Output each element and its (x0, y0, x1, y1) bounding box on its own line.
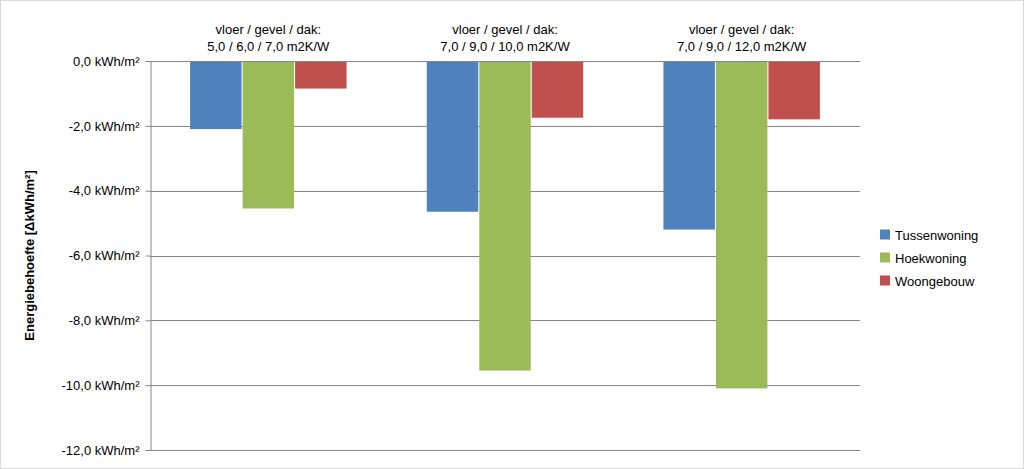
y-axis-line (151, 62, 152, 451)
x-tick: vloer / gevel / dak: 7,0 / 9,0 / 12,0 m2K… (677, 22, 807, 62)
legend-label: Hoekwoning (895, 251, 967, 266)
y-tick-mark (146, 256, 151, 257)
x-tick: vloer / gevel / dak: 7,0 / 9,0 / 10,0 m2K… (440, 22, 570, 62)
y-tick-label: -10,0 kWh/m² (61, 378, 140, 393)
x-tick-label: vloer / gevel / dak: 5,0 / 6,0 / 7,0 m2K/… (207, 22, 330, 54)
y-tick-label: 0,0 kWh/m² (73, 54, 140, 69)
y-tick: -2,0 kWh/m² (69, 118, 151, 133)
y-tick: -8,0 kWh/m² (69, 313, 151, 328)
y-tick-label: -8,0 kWh/m² (69, 313, 140, 328)
x-tick: vloer / gevel / dak: 5,0 / 6,0 / 7,0 m2K/… (207, 22, 330, 62)
bar (716, 61, 767, 388)
x-axis: vloer / gevel / dak: 5,0 / 6,0 / 7,0 m2K/… (150, 22, 860, 62)
y-tick-label: -6,0 kWh/m² (69, 248, 140, 263)
y-axis: -12,0 kWh/m² -10,0 kWh/m² -8,0 kWh/m² -6,0 … (61, 54, 151, 458)
x-tick-label-line: 7,0 / 9,0 / 12,0 m2K/W (677, 39, 807, 54)
x-tick-label: vloer / gevel / dak: 7,0 / 9,0 / 12,0 m2K… (677, 22, 807, 54)
y-tick-mark (146, 320, 151, 321)
y-tick-label: -4,0 kWh/m² (69, 183, 140, 198)
y-axis-title: Energiebehoefte [ΔkWh/m²] (22, 170, 37, 340)
x-tick-label-line: 7,0 / 9,0 / 10,0 m2K/W (440, 39, 570, 54)
bar (663, 61, 714, 230)
legend-swatch (880, 230, 890, 240)
x-tick-label-line: vloer / gevel / dak: (689, 22, 795, 37)
x-tick-label-line: vloer / gevel / dak: (452, 22, 558, 37)
x-axis-line (150, 61, 860, 62)
x-tick-label-line: 5,0 / 6,0 / 7,0 m2K/W (207, 39, 330, 54)
grid (150, 62, 860, 451)
y-tick: -6,0 kWh/m² (69, 248, 151, 263)
legend: Tussenwoning Hoekwoning Woongebouw (880, 228, 978, 289)
y-tick: -10,0 kWh/m² (61, 378, 150, 393)
bars (190, 61, 820, 388)
y-tick: 0,0 kWh/m² (73, 54, 150, 69)
chart-border (1, 1, 1024, 469)
grid-line (150, 61, 860, 62)
legend-swatch (880, 253, 890, 263)
y-tick-mark (146, 385, 151, 386)
y-tick-mark (146, 450, 151, 451)
legend-swatch (880, 276, 890, 286)
bar (532, 61, 583, 118)
grid-line (150, 450, 860, 451)
y-tick-mark (146, 61, 151, 62)
y-tick-mark (146, 126, 151, 127)
y-tick: -12,0 kWh/m² (61, 443, 150, 458)
x-tick-label: vloer / gevel / dak: 7,0 / 9,0 / 10,0 m2K… (440, 22, 570, 54)
y-tick-mark (146, 191, 151, 192)
y-tick: -4,0 kWh/m² (69, 183, 151, 198)
bar (295, 61, 346, 89)
bar (479, 61, 530, 371)
y-tick-label: -12,0 kWh/m² (61, 443, 140, 458)
chart: -12,0 kWh/m² -10,0 kWh/m² -8,0 kWh/m² -6,0 … (0, 0, 1024, 469)
bar (427, 61, 478, 212)
y-tick-label: -2,0 kWh/m² (69, 118, 140, 133)
bar (768, 61, 819, 119)
x-tick-label-line: vloer / gevel / dak: (216, 22, 322, 37)
bar (190, 61, 241, 129)
bar (243, 61, 294, 208)
legend-label: Tussenwoning (895, 228, 978, 243)
legend-label: Woongebouw (895, 274, 975, 289)
